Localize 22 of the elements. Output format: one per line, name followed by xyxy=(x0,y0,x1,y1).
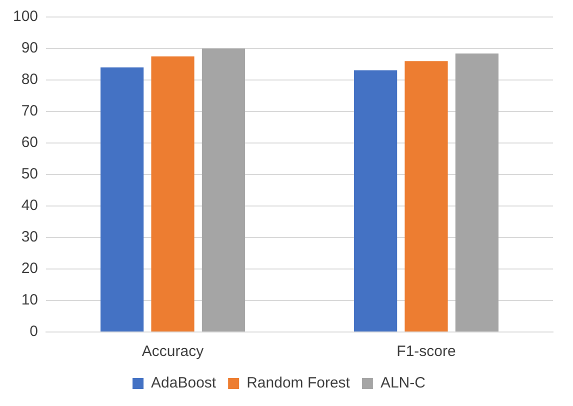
y-tick-label: 50 xyxy=(21,166,38,183)
bar xyxy=(202,48,246,332)
bar xyxy=(100,67,144,332)
legend-label: ALN-C xyxy=(380,374,426,392)
y-tick-label: 60 xyxy=(21,134,38,152)
y-tick-label: 40 xyxy=(21,197,38,214)
y-tick-label: 90 xyxy=(21,40,38,57)
y-tick-label: 100 xyxy=(12,8,38,26)
x-tick-label: Accuracy xyxy=(142,343,204,360)
legend-label: Random Forest xyxy=(246,374,351,392)
y-tick-label: 0 xyxy=(30,323,38,340)
y-tick-label: 70 xyxy=(21,102,38,120)
y-tick-label: 20 xyxy=(21,260,38,278)
y-tick-label: 80 xyxy=(21,71,38,88)
bar xyxy=(404,61,448,332)
x-tick-label: F1-score xyxy=(396,343,456,360)
bar xyxy=(354,70,398,332)
legend-label: AdaBoost xyxy=(151,374,217,392)
y-tick-label: 10 xyxy=(21,292,38,309)
bar xyxy=(151,56,194,332)
bar xyxy=(455,54,498,332)
y-tick-label: 30 xyxy=(21,228,38,246)
